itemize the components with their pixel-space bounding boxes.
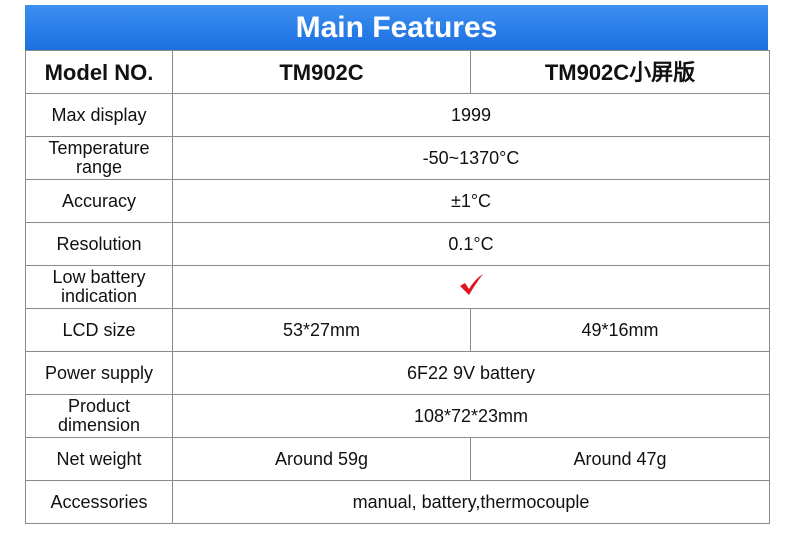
row-label: Resolution xyxy=(25,222,173,266)
value-cell: manual, battery,thermocouple xyxy=(172,480,770,524)
title-bar: Main Features xyxy=(25,5,768,50)
value-cell: 49*16mm xyxy=(470,308,770,352)
value-cell: 108*72*23mm xyxy=(172,394,770,438)
column-header: Model NO. xyxy=(25,50,173,94)
row-label: Accessories xyxy=(25,480,173,524)
value-cell: 1999 xyxy=(172,93,770,137)
feature-table: Model NO. TM902C TM902C小屏版 Max display 1999 T… xyxy=(25,50,770,524)
value-cell: Around 59g xyxy=(172,437,471,481)
row: Low battery indication xyxy=(25,265,770,309)
value-cell: ±1°C xyxy=(172,179,770,223)
row: Temperature range -50~1370°C xyxy=(25,136,770,180)
row: Max display 1999 xyxy=(25,93,770,137)
row: Accuracy ±1°C xyxy=(25,179,770,223)
row-label: Net weight xyxy=(25,437,173,481)
header-row: Model NO. TM902C TM902C小屏版 xyxy=(25,50,770,94)
value-cell: 6F22 9V battery xyxy=(172,351,770,395)
check-icon xyxy=(460,274,483,295)
row: Net weight Around 59g Around 47g xyxy=(25,437,770,481)
value-cell: 0.1°C xyxy=(172,222,770,266)
check-cell xyxy=(172,265,770,309)
row: Resolution 0.1°C xyxy=(25,222,770,266)
row-label: LCD size xyxy=(25,308,173,352)
row: LCD size 53*27mm 49*16mm xyxy=(25,308,770,352)
column-header: TM902C xyxy=(172,50,471,94)
row: Product dimension 108*72*23mm xyxy=(25,394,770,438)
row-label: Temperature range xyxy=(25,136,173,180)
row-label: Accuracy xyxy=(25,179,173,223)
row-label: Product dimension xyxy=(25,394,173,438)
row-label: Max display xyxy=(25,93,173,137)
value-cell: -50~1370°C xyxy=(172,136,770,180)
value-cell: 53*27mm xyxy=(172,308,471,352)
row: Accessories manual, battery,thermocouple xyxy=(25,480,770,524)
row-label: Low battery indication xyxy=(25,265,173,309)
value-cell: Around 47g xyxy=(470,437,770,481)
column-header: TM902C小屏版 xyxy=(470,50,770,94)
row-label: Power supply xyxy=(25,351,173,395)
row: Power supply 6F22 9V battery xyxy=(25,351,770,395)
